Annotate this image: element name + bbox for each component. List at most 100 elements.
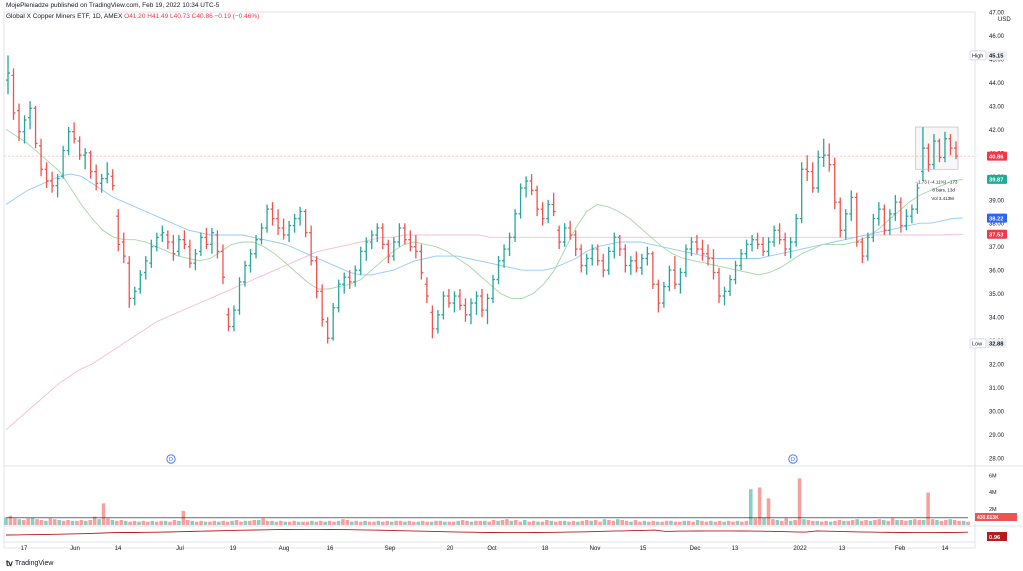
volume-bar <box>363 520 367 525</box>
volume-bar <box>48 518 53 525</box>
tradingview-brand[interactable]: 𝗍𝗏 TradingView <box>6 559 53 568</box>
volume-bar <box>686 520 691 525</box>
volume-bar <box>367 521 372 525</box>
price-tick-label: 34.00 <box>989 316 1005 322</box>
volume-bar <box>119 520 124 525</box>
low-marker-tag <box>987 338 1007 348</box>
volume-bar <box>651 520 656 525</box>
volume-bar <box>788 520 793 525</box>
symbol-legend: Global X Copper Miners ETF, 1D, AMEX O41… <box>6 13 259 20</box>
dividend-label: D <box>791 457 795 463</box>
low-marker-value: 32.88 <box>989 342 1004 348</box>
volume-bar <box>381 521 385 525</box>
volume-bar <box>837 520 842 525</box>
volume-bar <box>700 520 704 525</box>
time-tick-label: Jul <box>176 546 184 552</box>
ma-slow-value: 37.53 <box>989 233 1004 239</box>
time-tick-label: 13 <box>732 546 739 552</box>
volume-bar <box>403 521 407 525</box>
volume-bar <box>150 520 155 525</box>
volume-bar <box>416 521 421 525</box>
volume-bar <box>939 520 944 525</box>
volume-bar <box>691 521 695 525</box>
indicator-value: 0.96 <box>989 535 1001 541</box>
time-tick-label: 17 <box>21 546 28 552</box>
volume-bar <box>225 521 230 525</box>
volume-bar <box>948 519 953 525</box>
volume-bar <box>935 520 939 525</box>
volume-bar <box>660 521 664 525</box>
volume-bar <box>101 503 106 525</box>
volume-bar <box>647 521 651 525</box>
volume-bar <box>389 521 394 525</box>
volume-bar <box>57 520 61 525</box>
time-tick-label: 14 <box>115 546 122 552</box>
volume-bar <box>775 520 780 525</box>
volume-bar <box>296 521 301 525</box>
volume-bar <box>141 520 146 525</box>
volume-bar <box>633 520 638 525</box>
volume-tick-label: 4M <box>989 490 997 496</box>
time-tick-label: 19 <box>230 546 237 552</box>
volume-bar <box>451 521 456 525</box>
volume-bar <box>287 521 292 525</box>
volume-bar <box>478 520 483 525</box>
volume-bar <box>26 518 30 525</box>
volume-bar <box>52 519 57 525</box>
brand-label: TradingView <box>14 560 54 567</box>
volume-bar <box>194 521 199 525</box>
volume-bar <box>203 521 208 525</box>
volume-bar <box>66 520 70 525</box>
price-tick-label: 46.00 <box>989 34 1005 40</box>
volume-bar <box>270 520 274 525</box>
volume-bar <box>358 521 363 525</box>
volume-bar <box>678 521 682 525</box>
price-tick-label: 36.00 <box>989 269 1005 275</box>
volume-bar <box>75 520 79 525</box>
volume-bar <box>917 520 922 525</box>
volume-bar <box>92 516 97 525</box>
volume-bar <box>256 520 261 525</box>
measure-volume: Vol 3.413M <box>931 196 954 201</box>
volume-bar <box>132 520 137 525</box>
volume-bar <box>518 521 523 525</box>
volume-bar <box>771 519 775 525</box>
volume-bar <box>372 521 376 525</box>
tradingview-logo-icon: 𝗍𝗏 <box>6 559 13 568</box>
volume-value: 430.613K <box>977 515 999 521</box>
volume-bar <box>957 520 961 525</box>
volume-bar <box>611 520 616 525</box>
volume-bar <box>252 520 257 525</box>
volume-bar <box>35 519 39 525</box>
volume-bar <box>301 521 305 525</box>
volume-bar <box>460 520 465 525</box>
volume-bar <box>217 521 221 525</box>
volume-bar <box>904 520 908 525</box>
volume-bar <box>961 520 966 525</box>
low-marker-label: Low <box>972 342 982 348</box>
ma-slow-line <box>5 233 963 431</box>
volume-bar <box>740 521 744 525</box>
volume-bar <box>859 520 864 525</box>
volume-bar <box>704 521 709 525</box>
time-tick-label: Feb <box>895 546 906 552</box>
volume-bar <box>323 521 327 525</box>
volume-bar <box>846 520 851 525</box>
volume-bar <box>208 521 212 525</box>
volume-bar <box>828 521 833 525</box>
volume-bar <box>106 518 110 525</box>
volume-bar <box>44 520 48 525</box>
volume-bar <box>310 520 314 525</box>
high-marker-value: 45.15 <box>989 54 1004 60</box>
volume-bar <box>797 478 802 525</box>
volume-bar <box>168 521 172 525</box>
volume-bar <box>664 520 669 525</box>
volume-bar <box>500 520 505 525</box>
volume-bar <box>540 521 545 525</box>
volume-bar <box>607 520 611 525</box>
volume-bar <box>274 521 279 525</box>
volume-bar <box>243 520 248 525</box>
price-tick-label: 44.00 <box>989 81 1005 87</box>
volume-bar <box>527 521 531 525</box>
